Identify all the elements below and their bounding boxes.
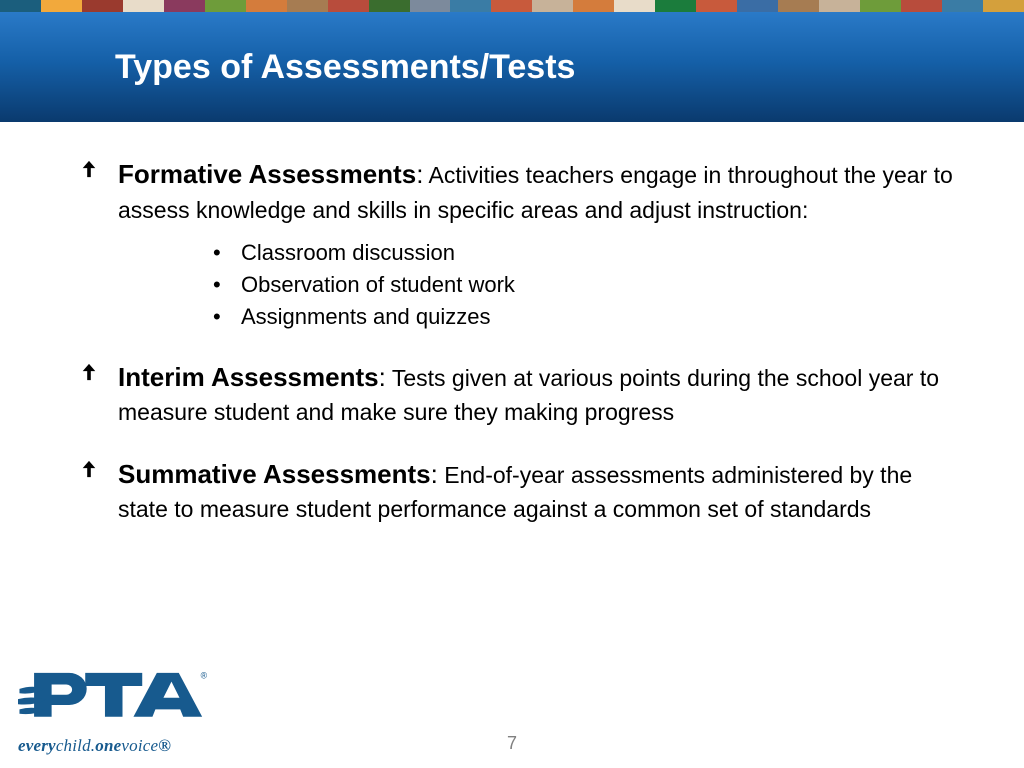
color-strip-segment xyxy=(123,0,164,12)
page-number: 7 xyxy=(507,733,517,754)
slide-content: Formative Assessments: Activities teache… xyxy=(0,122,1024,527)
color-strip-segment xyxy=(901,0,942,12)
color-strip-segment xyxy=(41,0,82,12)
bullet-term: Formative Assessments xyxy=(118,159,416,189)
colon: : xyxy=(379,362,386,392)
sub-bullet-list: Classroom discussion Observation of stud… xyxy=(118,237,964,333)
color-strip-segment xyxy=(205,0,246,12)
color-strip-segment xyxy=(655,0,696,12)
color-strip-segment xyxy=(983,0,1024,12)
color-strip-segment xyxy=(410,0,451,12)
arrow-bullet-icon xyxy=(80,460,98,478)
color-strip-segment xyxy=(369,0,410,12)
color-strip-segment xyxy=(696,0,737,12)
color-strip-segment xyxy=(614,0,655,12)
logo-tagline: everychild.onevoice® xyxy=(18,736,208,756)
color-strip-segment xyxy=(287,0,328,12)
bullet-item: Summative Assessments: End-of-year asses… xyxy=(80,456,964,527)
bullet-term: Summative Assessments xyxy=(118,459,431,489)
slide-title: Types of Assessments/Tests xyxy=(115,48,575,87)
colon: : xyxy=(431,459,438,489)
color-strip-segment xyxy=(778,0,819,12)
sub-bullet-item: Assignments and quizzes xyxy=(213,301,964,333)
pta-logo: ® xyxy=(18,667,208,733)
color-strip-segment xyxy=(737,0,778,12)
sub-bullet-item: Classroom discussion xyxy=(213,237,964,269)
tagline-word: every xyxy=(18,736,56,755)
color-strip-segment xyxy=(860,0,901,12)
bullet-item: Formative Assessments: Activities teache… xyxy=(80,156,964,333)
bullet-term: Interim Assessments xyxy=(118,362,379,392)
color-strip-segment xyxy=(0,0,41,12)
sub-bullet-item: Observation of student work xyxy=(213,269,964,301)
color-strip-segment xyxy=(942,0,983,12)
color-strip-segment xyxy=(819,0,860,12)
colon: : xyxy=(416,159,423,189)
color-strip-segment xyxy=(246,0,287,12)
bullet-item: Interim Assessments: Tests given at vari… xyxy=(80,359,964,430)
color-strip-segment xyxy=(532,0,573,12)
color-strip-segment xyxy=(328,0,369,12)
title-band: Types of Assessments/Tests xyxy=(0,12,1024,122)
color-strip-segment xyxy=(82,0,123,12)
arrow-bullet-icon xyxy=(80,363,98,381)
arrow-bullet-icon xyxy=(80,160,98,178)
svg-text:®: ® xyxy=(201,671,208,681)
footer-logo-area: ® everychild.onevoice® xyxy=(18,667,208,756)
color-strip-segment xyxy=(491,0,532,12)
tagline-word: voice xyxy=(121,736,158,755)
tagline-reg: ® xyxy=(158,736,171,755)
color-strip-segment xyxy=(450,0,491,12)
tagline-word: one xyxy=(95,736,121,755)
color-strip-segment xyxy=(573,0,614,12)
decorative-color-strip xyxy=(0,0,1024,12)
tagline-word: child. xyxy=(56,736,95,755)
color-strip-segment xyxy=(164,0,205,12)
